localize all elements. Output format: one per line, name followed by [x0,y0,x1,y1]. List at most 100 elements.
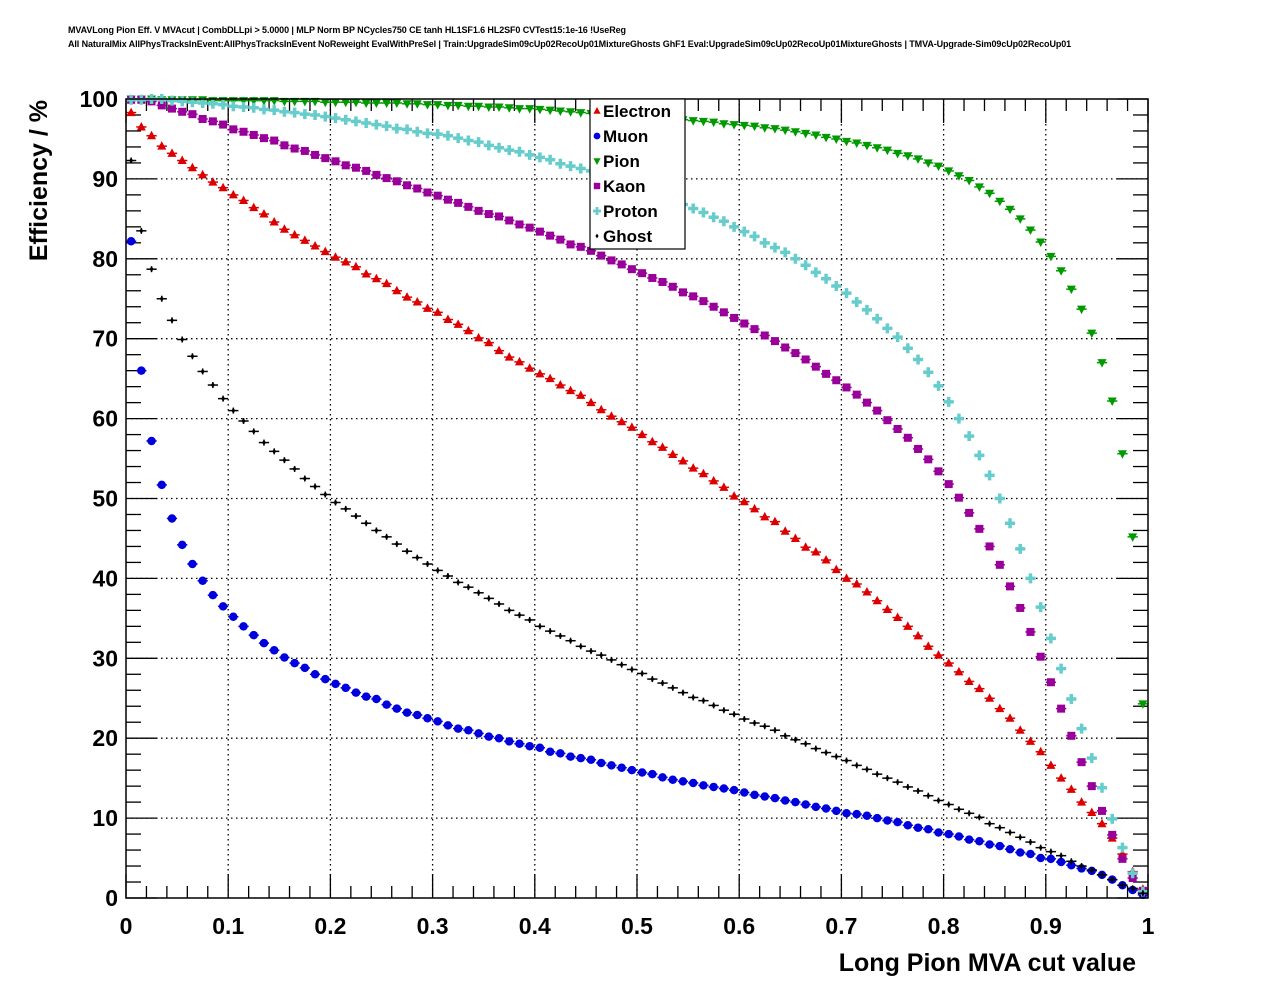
electron-marker [494,345,504,355]
kaon-marker [290,144,299,153]
muon-point [309,670,321,679]
proton-point [739,226,750,237]
legend-entry-electron: Electron [593,102,671,121]
proton-point [698,207,709,218]
kaon-point [422,188,433,197]
proton-point [524,149,535,160]
ghost-point [759,723,770,730]
ghost-point [1076,863,1087,870]
muon-point [228,612,239,622]
electron-point [657,442,668,451]
electron-marker [903,621,913,630]
electron-point [1056,773,1067,782]
electron-point [637,429,648,439]
muon-point [320,674,331,684]
electron-point [749,503,760,513]
pion-point [728,121,740,130]
kaon-point [269,136,280,145]
electron-point [545,373,556,383]
electron-point [677,455,689,465]
pion-marker [831,135,841,144]
electron-point [453,319,464,328]
kaon-point [432,191,443,200]
ghost-marker [548,628,553,635]
electron-point [493,345,505,355]
legend-pion-label: Pion [603,152,640,171]
kaon-marker [321,154,330,163]
pion-marker [443,101,453,111]
proton-marker [780,247,791,258]
electron-point [350,261,362,271]
electron-point [698,468,709,478]
electron-marker [995,703,1005,713]
kaon-marker [535,227,544,236]
pion-marker [801,129,811,139]
ghost-marker [609,656,614,663]
ghost-marker [200,368,205,375]
ghost-marker [353,513,358,520]
proton-point [401,124,413,135]
kaon-marker [862,398,871,407]
ghost-point [596,652,607,659]
legend-box [589,98,686,250]
proton-point [964,431,975,442]
muon-point [381,700,392,709]
ghost-marker [1100,871,1105,878]
pion-marker [790,128,800,137]
kaon-marker [474,206,483,215]
electron-marker [811,547,821,556]
electron-marker [555,380,565,389]
ghost-marker [589,648,594,655]
proton-marker [984,470,995,481]
pion-point [524,105,535,114]
proton-point [1056,663,1067,674]
pion-point [534,105,546,115]
ghost-marker [772,727,777,734]
ghost-point [197,368,208,375]
proton-point [279,106,290,117]
kaon-point [565,240,576,249]
y-tick-label: 100 [80,86,118,112]
muon-marker [310,670,320,679]
electron-point [340,256,351,266]
kaon-point [616,260,627,269]
ghost-point [923,792,934,799]
ghost-point [820,749,832,756]
kaon-marker [944,480,953,489]
electron-marker [320,246,330,256]
ghost-marker [680,689,685,696]
pion-marker [1117,450,1127,459]
kaon-point [780,343,791,352]
kaon-marker [975,524,984,533]
electron-marker [228,189,238,199]
kaon-marker [740,319,749,328]
proton-marker [821,273,832,284]
ghost-point [810,745,821,752]
electron-marker [402,292,412,301]
proton-marker [136,94,147,105]
pion-point [453,101,464,111]
proton-marker [218,99,229,110]
muon-marker [443,721,453,730]
muon-marker [269,646,279,655]
proton-point [718,216,729,227]
legend-pion-icon [593,158,601,165]
kaon-point [851,390,862,399]
legend-kaon-label: Kaon [603,177,646,196]
ghost-marker [323,491,328,498]
ghost-marker [997,824,1002,831]
ghost-point [1025,839,1036,846]
kaon-point [453,198,464,207]
muon-point [1035,853,1046,863]
muon-marker [535,743,545,753]
pion-point [820,133,832,143]
proton-point [289,107,300,118]
pion-point [1004,205,1016,215]
muon-marker [709,782,718,792]
muon-marker [607,761,616,770]
muon-marker [811,802,821,812]
ghost-point [769,727,781,734]
proton-point [493,142,505,153]
pion-marker [361,99,371,108]
